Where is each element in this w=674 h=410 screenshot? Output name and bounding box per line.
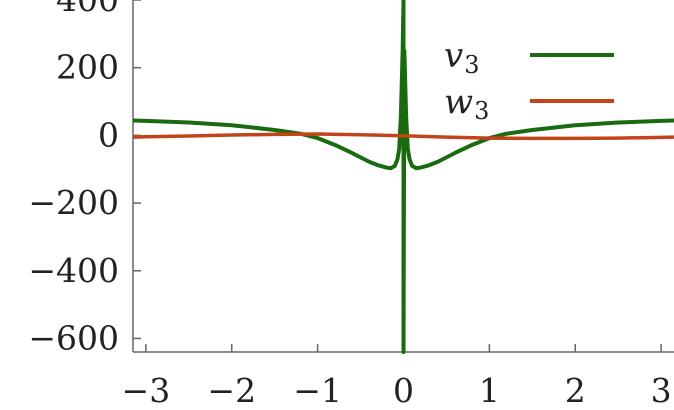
legend-name: v	[444, 36, 463, 76]
y-ticks: 400 200 0 −200 −400 −600	[28, 0, 141, 357]
x-tick-label: −2	[207, 371, 256, 410]
series-line-v3	[132, 0, 674, 354]
series-line-w3	[132, 132, 674, 141]
y-tick-label: 200	[56, 48, 119, 87]
legend-subscript: 3	[474, 97, 489, 125]
series-lines	[132, 0, 674, 354]
legend-label-w3: w3	[444, 82, 489, 125]
x-tick-label: 0	[393, 371, 414, 410]
y-tick-label: 400	[56, 0, 119, 19]
x-tick-label: 2	[565, 371, 586, 410]
legend-subscript: 3	[464, 51, 479, 79]
x-tick-label: −1	[293, 371, 342, 410]
legend-label-v3: v3	[444, 36, 480, 79]
x-tick-label: 3	[651, 371, 672, 410]
y-tick-label: −600	[28, 318, 119, 357]
x-tick-label: 1	[479, 371, 500, 410]
y-tick-label: −200	[28, 183, 119, 222]
y-tick-label: 0	[98, 115, 119, 154]
legend-name: w	[444, 82, 473, 122]
x-tick-label: −3	[122, 371, 171, 410]
y-tick-label: −400	[28, 251, 119, 290]
x-ticks: −3 −2 −1 0 1 2 3	[122, 344, 672, 410]
